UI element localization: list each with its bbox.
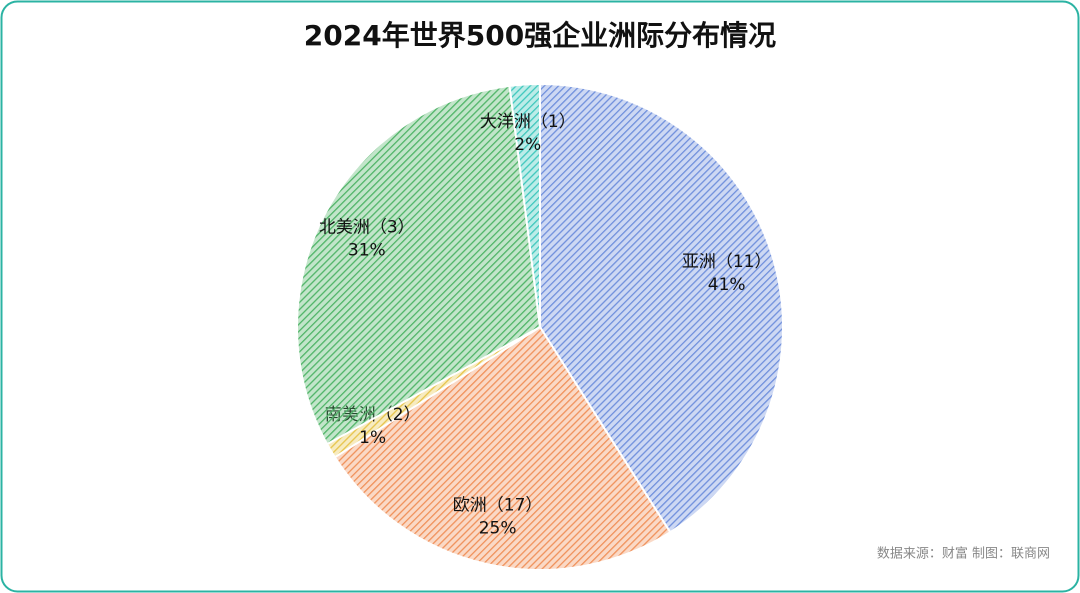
pie-slice (539, 82, 784, 534)
chart-title: 2024年世界500强企业洲际分布情况 (304, 19, 776, 52)
slice-value-label: 25% (479, 519, 517, 539)
slice-value-label: 2% (514, 135, 541, 155)
slice-value-label: 1% (359, 428, 386, 448)
pie-slice (296, 84, 542, 446)
slice-label: 大洋洲（1） (480, 112, 576, 132)
slice-label: 北美洲（3） (319, 218, 415, 238)
slice-value-label: 41% (708, 275, 746, 295)
pie-slice (333, 325, 672, 571)
pie-slice (508, 82, 541, 328)
source-note: 数据来源：财富 制图：联商网 (877, 546, 1050, 562)
slice-label: 欧洲（17） (453, 496, 543, 516)
slice-value-label: 31% (348, 241, 386, 261)
slice-label: 亚洲（11） (682, 252, 772, 272)
